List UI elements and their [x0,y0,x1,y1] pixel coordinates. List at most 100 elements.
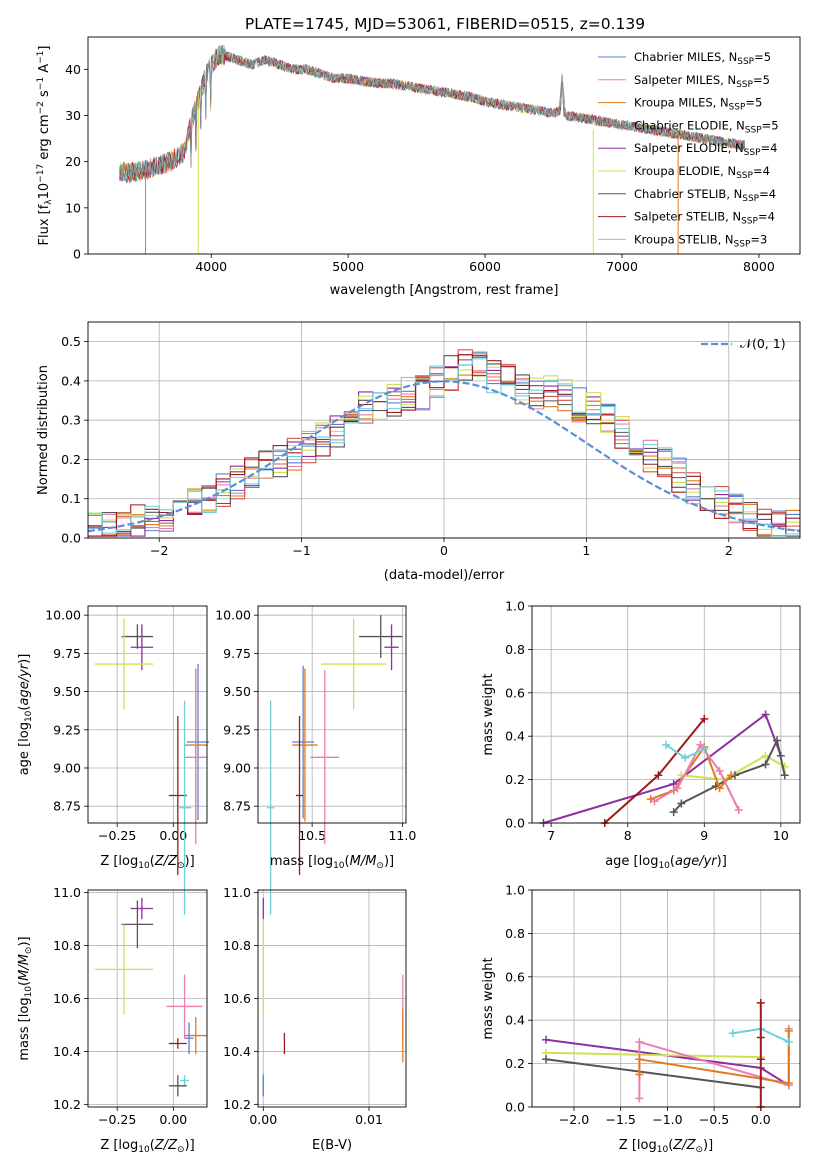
weight-marker [756,1055,765,1064]
residuals-ytick-label: 0.4 [61,373,81,388]
weight-marker [650,797,659,806]
halpha-line [558,73,566,111]
legend-label: Chabrier ELODIE, NSSP=5 [634,118,779,135]
mass-vs-ebv-ytick-label: 10.8 [223,938,251,953]
weight-marker [700,745,709,754]
residuals-ylabel: Normed distribution [36,365,51,495]
massweight-vs-age-ytick-label: 0.6 [505,685,525,700]
age-vs-z-frame [87,605,208,824]
weight-marker [761,760,770,769]
weight-marker [681,753,690,762]
weight-line [545,1051,761,1059]
mass-vs-z-xlabel: Z [log10(Z/Z⊙)] [100,1138,194,1155]
weight-marker [728,1029,737,1038]
mass-vs-z-ytick-label: 10.4 [53,1044,81,1059]
age-vs-z-ytick-label: 9.50 [53,684,81,699]
weight-marker [700,714,709,723]
massweight-vs-age-frame [531,605,801,824]
mass-vs-z-frame [87,889,208,1108]
residuals-xtick-label: 2 [725,543,733,558]
massweight-vs-z-lines [542,998,793,1111]
age-vs-z-xtick-label: −0.25 [98,828,136,843]
residuals-ytick-label: 0.2 [61,452,81,467]
massweight-vs-z-ytick-label: 0.4 [505,1013,525,1028]
massweight-vs-z-xtick-label: 0.0 [751,1112,771,1127]
massweight-vs-age-xtick-label: 9 [700,828,708,843]
weight-marker [635,1037,644,1046]
weight-marker [784,1079,793,1088]
age-vs-z-ytick-label: 9.25 [53,722,81,737]
residuals-ytick-label: 0.5 [61,334,81,349]
weight-marker [669,808,678,817]
mass-vs-z-ylabel: mass [log10(M/M⊙)] [17,936,34,1060]
weight-marker [542,1055,551,1064]
weight-marker [635,1070,644,1079]
weight-marker [635,1055,644,1064]
massweight-vs-z-frame [531,889,801,1108]
weight-marker [715,766,724,775]
massweight-vs-age-ytick-label: 0.4 [505,729,525,744]
massweight-vs-age-ytick-label: 0.8 [505,642,525,657]
weight-marker [677,799,686,808]
massweight-vs-age-ytick-label: 1.0 [505,599,525,614]
age-vs-z-ytick-label: 9.75 [53,646,81,661]
residuals-xtick-label: −2 [150,543,168,558]
mass-vs-z-ytick-label: 10.8 [53,938,81,953]
weight-marker [756,998,765,1007]
age-vs-mass-frame [257,605,407,824]
residuals-ytick-label: 0.1 [61,491,81,506]
mass-vs-ebv-frame [257,889,407,1108]
mass-vs-ebv-xtick-label: 0.01 [355,1112,383,1127]
mass-vs-ebv-ytick-label: 11.0 [223,885,251,900]
mass-vs-z-xtick-label: −0.25 [98,1112,136,1127]
massweight-vs-z-xtick-label: −0.5 [699,1112,729,1127]
mass-vs-ebv-xtick-label: 0.00 [249,1112,277,1127]
histogram-step [88,355,800,537]
mass-vs-z-xtick-label: 0.00 [159,1112,187,1127]
massweight-vs-z-xtick-label: −2.0 [559,1112,589,1127]
age-vs-z-ytick-label: 9.00 [53,760,81,775]
massweight-vs-age-ytick-label: 0.2 [505,772,525,787]
weight-line [545,1058,761,1089]
residuals-axes: −2 −1 0 1 2 0.0 0.1 0.2 0.3 0.4 0.5 [61,322,800,558]
massweight-vs-z-ytick-label: 0.2 [505,1056,525,1071]
spectrum-lines [119,44,745,254]
massweight-vs-age-ylabel: mass weight [481,673,496,755]
weight-marker [784,1037,793,1046]
spectrum-legend: Chabrier MILES, NSSP=5 Salpeter MILES, NS… [598,50,779,249]
massweight-vs-age-xtick-label: 8 [624,828,632,843]
legend-label: Salpeter ELODIE, NSSP=4 [634,141,777,158]
weight-marker [761,751,770,760]
age-vs-mass-ytick-label: 10.00 [215,608,251,623]
mass-vs-ebv-ytick-label: 10.6 [223,991,251,1006]
weight-marker [773,736,782,745]
massweight-vs-z-axes: −2.0 −1.5 −1.0 −0.5 0.0 0.0 0.2 0.4 0.6 0.8 1.0 [505,883,800,1127]
spectrum-ytick-label: 40 [65,62,81,77]
weight-marker [734,805,743,814]
mass-vs-z-points [94,897,207,1097]
spectrum-ylabel: Flux [fλ10−17 erg cm−2 s−1 A−1] [36,46,54,246]
residuals-frame [87,321,801,539]
mass-vs-z-ytick-label: 11.0 [53,885,81,900]
legend-label: Chabrier MILES, NSSP=5 [634,50,771,67]
figure-title: PLATE=1745, MJD=53061, FIBERID=0515, z=0… [245,15,645,33]
age-vs-z-ytick-label: 10.00 [45,608,81,623]
mass-vs-ebv-points [262,897,404,1097]
age-vs-mass-axes: 10.5 11.0 8.75 9.00 9.25 9.50 9.75 10.00 [215,606,416,843]
weight-marker [761,710,770,719]
legend-label: Chabrier STELIB, NSSP=4 [634,187,776,204]
age-vs-mass-points [267,615,403,915]
massweight-vs-z-xtick-label: −1.5 [606,1112,636,1127]
spectrum-frame [87,36,801,255]
weight-marker [662,740,670,749]
legend-label: Kroupa ELODIE, NSSP=4 [634,164,770,181]
weight-marker [696,740,705,749]
spectrum-xtick-label: 6000 [469,259,501,274]
massweight-vs-age-ytick-label: 0.0 [505,816,525,831]
spectrum-line [119,46,745,182]
massweight-vs-z-ytick-label: 0.8 [505,926,525,941]
residuals-xlabel: (data-model)/error [384,568,505,583]
residuals-xtick-label: 0 [440,543,448,558]
legend-label: Kroupa MILES, NSSP=5 [634,96,762,113]
